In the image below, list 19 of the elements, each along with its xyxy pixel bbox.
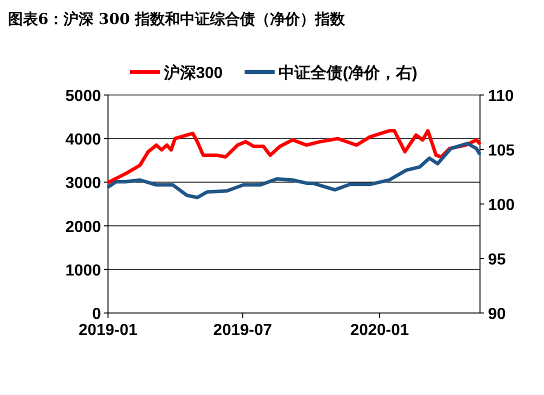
chart-title: 图表6：沪深 300 指数和中证综合债（净价）指数	[8, 10, 346, 28]
y-tick-label: 1000	[65, 262, 102, 280]
x-tick-label: 2020-01	[350, 322, 410, 339]
y-tick-label: 4000	[65, 132, 102, 149]
y-tick-label: 3000	[65, 175, 102, 192]
line-series	[106, 142, 482, 200]
y2-tick-label: 105	[488, 142, 515, 160]
y-tick-label: 2000	[65, 218, 102, 236]
y2-tick-label: 90	[488, 306, 506, 323]
y2-tick-label: 95	[488, 252, 506, 268]
y2-tick-label: 110	[488, 88, 514, 105]
legend-label: 中证全债(净价，右)	[278, 64, 418, 82]
y-tick-label: 0	[92, 306, 102, 323]
y2-tick-label: 100	[488, 197, 515, 214]
y-tick-label: 5000	[65, 88, 102, 105]
x-tick-label: 2019-01	[78, 322, 138, 339]
x-tick-label: 2019-07	[213, 322, 272, 339]
line-series	[106, 129, 482, 184]
legend-label: 沪深300	[163, 63, 223, 82]
